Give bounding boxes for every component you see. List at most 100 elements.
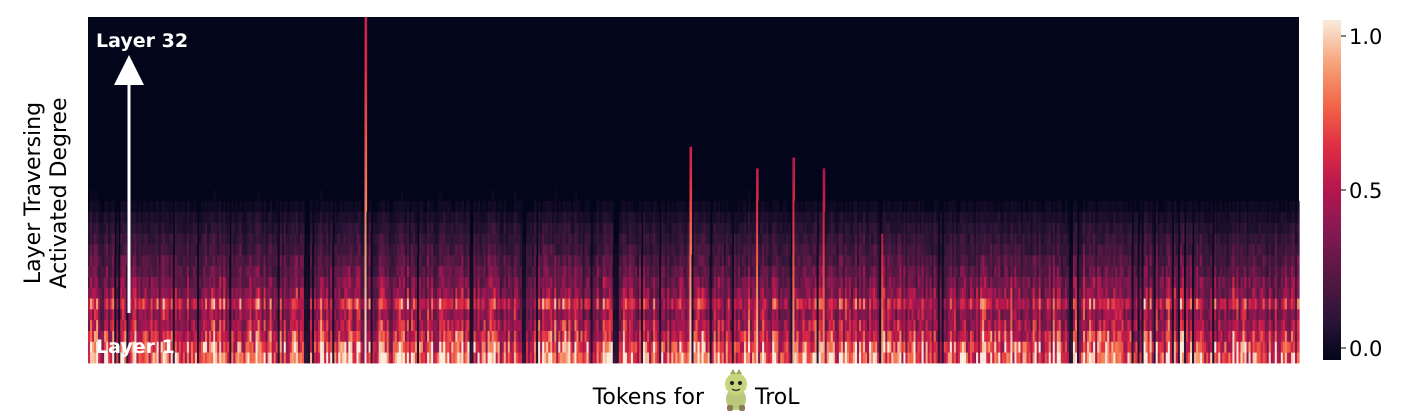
- heatmap-cell: [386, 211, 390, 223]
- heatmap-cell: [150, 222, 154, 234]
- heatmap-cell: [705, 276, 709, 288]
- heatmap-cell: [489, 287, 493, 299]
- heatmap-cell: [374, 233, 378, 245]
- heatmap-cell: [586, 200, 590, 213]
- heatmap-cell: [568, 287, 571, 299]
- heatmap-cell: [677, 233, 680, 245]
- heatmap-cell: [608, 211, 612, 223]
- heatmap-cell: [687, 287, 691, 299]
- heatmap-cell: [469, 298, 473, 310]
- heatmap-cell: [683, 308, 687, 321]
- heatmap-cell: [328, 222, 331, 234]
- heatmap-cell: [515, 287, 519, 299]
- heatmap-cell: [709, 276, 713, 288]
- heatmap-cell: [596, 298, 600, 310]
- heatmap-cell: [689, 200, 693, 213]
- heatmap-cell: [477, 233, 481, 245]
- heatmap-cell: [386, 276, 390, 288]
- heatmap-cell: [441, 308, 444, 321]
- heatmap-cell: [112, 276, 115, 288]
- heatmap-cell: [247, 265, 251, 277]
- heatmap-cell: [770, 254, 773, 267]
- heatmap-cell: [485, 276, 489, 288]
- heatmap-cell: [142, 200, 146, 213]
- heatmap-cell: [711, 211, 715, 223]
- heatmap-cell: [221, 254, 224, 267]
- heatmap-cell: [719, 330, 723, 342]
- heatmap-cell: [651, 265, 654, 277]
- heatmap-cell: [326, 308, 329, 321]
- heatmap-cell: [362, 308, 366, 321]
- heatmap-cell: [419, 341, 422, 353]
- heatmap-cell: [408, 265, 412, 277]
- heatmap-cell: [308, 276, 311, 288]
- heatmap-cell: [162, 233, 166, 245]
- heatmap-cell: [366, 222, 370, 234]
- heatmap-cell: [356, 276, 360, 288]
- heatmap-cell: [110, 244, 113, 256]
- heatmap-cell: [372, 298, 376, 310]
- heatmap-cell: [100, 211, 103, 223]
- heatmap-cell: [445, 233, 448, 245]
- heatmap-cell: [225, 244, 228, 256]
- heatmap-cell: [641, 287, 644, 299]
- heatmap-cell: [245, 341, 249, 353]
- heatmap-cell: [435, 222, 438, 234]
- heatmap-cell: [320, 222, 323, 234]
- heatmap-cell: [180, 319, 184, 331]
- heatmap-cell: [106, 352, 109, 364]
- heatmap-cell: [447, 254, 450, 267]
- heatmap-cell: [449, 352, 452, 364]
- heatmap-cell: [362, 352, 366, 364]
- heatmap-cell: [172, 308, 176, 321]
- heatmap-cell: [596, 341, 600, 353]
- heatmap-cell: [140, 308, 144, 321]
- heatmap-cell: [558, 276, 561, 288]
- heatmap-cell: [614, 341, 618, 353]
- heatmap-cell: [608, 319, 612, 331]
- heatmap-cell: [239, 308, 242, 321]
- heatmap-cell: [219, 265, 222, 277]
- heatmap-cell: [705, 298, 709, 310]
- heatmap-cell: [564, 244, 567, 256]
- heatmap-cell: [665, 265, 668, 277]
- heatmap-cell: [519, 330, 523, 342]
- heatmap-cell: [544, 254, 547, 267]
- heatmap-cell: [164, 211, 168, 223]
- heatmap-cell: [673, 352, 676, 364]
- heatmap-cell: [378, 211, 382, 223]
- heatmap-cell: [509, 265, 513, 277]
- heatmap-cell: [435, 276, 438, 288]
- heatmap-cell: [564, 330, 567, 342]
- heatmap-cell: [223, 319, 226, 331]
- heatmap-cell: [532, 254, 535, 267]
- heatmap-cell: [521, 330, 525, 342]
- heatmap-cell: [665, 287, 668, 299]
- heatmap-cell: [251, 265, 255, 277]
- heatmap-cell: [394, 330, 398, 342]
- heatmap-cell: [358, 200, 362, 213]
- heatmap-cell: [505, 233, 509, 245]
- heatmap-cell: [683, 244, 687, 256]
- heatmap-cell: [338, 276, 341, 288]
- heatmap-cell: [453, 287, 456, 299]
- heatmap-cell: [782, 341, 785, 353]
- heatmap-cell: [689, 222, 693, 234]
- heatmap-cell: [158, 265, 162, 277]
- heatmap-cell: [756, 222, 759, 234]
- heatmap-cell: [92, 319, 95, 331]
- heatmap-cell: [211, 319, 214, 331]
- heatmap-cell: [657, 308, 660, 321]
- heatmap-cell: [485, 308, 489, 321]
- heatmap-cell: [471, 308, 475, 321]
- heatmap-cell: [542, 352, 545, 364]
- heatmap-cell: [689, 168, 693, 180]
- heatmap-cell: [519, 352, 523, 364]
- heatmap-cell: [408, 298, 412, 310]
- heatmap-cell: [497, 308, 501, 321]
- heatmap-cell: [465, 254, 469, 267]
- heatmap-cell: [552, 308, 555, 321]
- heatmap-cell: [203, 222, 206, 234]
- heatmap-cell: [727, 265, 731, 277]
- heatmap-cell: [525, 254, 529, 267]
